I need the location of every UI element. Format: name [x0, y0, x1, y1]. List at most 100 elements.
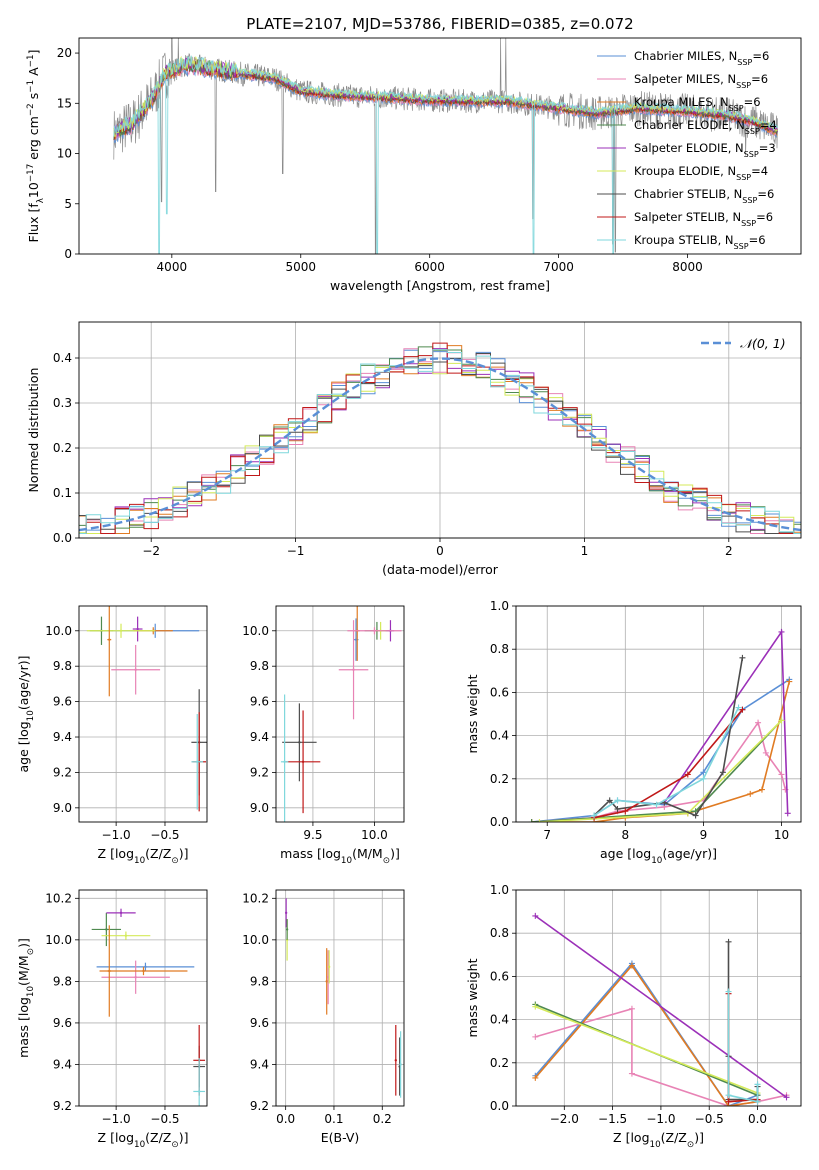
- weight-marker: [532, 1003, 539, 1010]
- x-tick-label: −0.5: [150, 828, 179, 842]
- legend-entry-2-part: =6: [744, 95, 761, 109]
- x-tick-label: 6000: [414, 260, 445, 274]
- weight-marker: [783, 1094, 790, 1101]
- x-axis-label-part: ⊙: [383, 856, 390, 866]
- y-tick-label: 5: [64, 197, 72, 211]
- y-tick-label: 10: [57, 147, 72, 161]
- weight-marker: [628, 1005, 635, 1012]
- weight-marker: [754, 1098, 761, 1105]
- weight-marker: [762, 749, 769, 756]
- data-point: [136, 627, 139, 631]
- y-tick-label: 0.8: [490, 926, 509, 940]
- legend-entry-3-part: SSP: [745, 127, 760, 136]
- x-tick-label: 2: [725, 544, 733, 558]
- x-axis-label-part: wavelength [Angstrom, rest frame]: [330, 278, 550, 293]
- model-spectrum-5: [113, 55, 778, 137]
- x-tick-label: −0.5: [695, 1112, 724, 1126]
- weight-marker: [700, 769, 707, 776]
- x-axis-label-part: )]: [179, 1130, 189, 1145]
- x-tick-label: 0.0: [276, 1112, 295, 1126]
- legend-entry-5: Kroupa ELODIE, NSSP=4: [634, 164, 768, 182]
- x-axis-label-part: 10: [341, 856, 352, 866]
- data-point: [327, 965, 331, 969]
- x-tick-label: 8000: [672, 260, 703, 274]
- observed-spectrum-line: [113, 38, 778, 254]
- weight-marker: [725, 988, 732, 995]
- y-tick-label: 20: [57, 46, 72, 60]
- weight-marker: [739, 654, 746, 661]
- weight-marker: [532, 912, 539, 919]
- y-tick-label: 0.8: [490, 642, 509, 656]
- residual-histogram-1: [79, 348, 801, 534]
- x-axis-label-part: Z [log: [98, 1130, 134, 1145]
- x-axis-label-part: 10: [134, 856, 145, 866]
- legend-entry-1-part: SSP: [736, 81, 751, 90]
- y-tick-label: 10.0: [45, 933, 72, 947]
- weight-marker: [628, 962, 635, 969]
- weight-line-2: [534, 964, 758, 1106]
- y-tick-label: 9.0: [53, 801, 72, 815]
- x-tick-label: −0.5: [150, 1112, 179, 1126]
- weight-line-7: [593, 709, 744, 819]
- x-tick-label: 10: [774, 828, 789, 842]
- y-tick-label: 9.2: [53, 765, 72, 779]
- axes-frame: [78, 889, 208, 1107]
- mass-vs-extinction-panel: 0.0 0.1 0.2 9.2 9.4 9.6 9.8 10.0 10.2 E(B-V): [242, 889, 405, 1145]
- weight-marker: [532, 1074, 539, 1081]
- figure-title: PLATE=2107, MJD=53786, FIBERID=0385, z=0…: [246, 15, 633, 33]
- y-tick-label: 9.6: [250, 1016, 269, 1030]
- weight-line-5: [535, 1005, 758, 1094]
- x-tick-label: −1.0: [646, 1112, 675, 1126]
- weight-line-8: [593, 707, 740, 817]
- data-point: [105, 928, 108, 931]
- x-tick-label: −2.0: [550, 1112, 579, 1126]
- y-tick-label: 9.2: [250, 765, 269, 779]
- weight-line-4: [534, 915, 787, 1099]
- data-point: [283, 760, 286, 764]
- y-axis-label-part: 10: [26, 986, 36, 997]
- y-axis-label-part: mass weight: [465, 958, 480, 1037]
- legend-entry-0-part: SSP: [737, 58, 752, 67]
- data-point: [124, 934, 128, 937]
- x-axis-label-part: )]: [390, 846, 400, 861]
- x-tick-label: −1.0: [102, 828, 131, 842]
- model-spectrum-8: [113, 55, 778, 254]
- weight-marker: [532, 1033, 539, 1040]
- y-axis-label-part: 10: [26, 182, 41, 198]
- x-axis-label-part: )]: [694, 1130, 704, 1145]
- data-point: [119, 629, 123, 632]
- y-axis-label-part: −17: [26, 164, 36, 182]
- y-tick-label: 9.0: [250, 801, 269, 815]
- axes-frame: [515, 889, 802, 1107]
- legend-entry-8-part: SSP: [734, 242, 749, 251]
- y-tick-label: 9.8: [250, 659, 269, 673]
- axes-frame: [275, 889, 405, 1107]
- y-tick-label: 0.4: [490, 1013, 509, 1027]
- data-point: [134, 668, 137, 671]
- plot-area: [113, 38, 778, 254]
- y-axis-label-part: ]: [26, 50, 41, 55]
- legend-entry-0-part: =6: [752, 49, 769, 63]
- y-axis-label: mass weight: [465, 958, 480, 1037]
- weight-marker: [606, 797, 613, 804]
- y-axis-label-part: (age/yr)]: [16, 655, 31, 710]
- data-point: [352, 668, 355, 671]
- legend-entry-4: Salpeter ELODIE, NSSP=3: [634, 141, 776, 159]
- y-tick-label: 0.1: [53, 486, 72, 500]
- weight-line-1: [535, 1007, 787, 1106]
- spectrum-panel: 4000 5000 6000 7000 8000 0 5 10 15 20 wavelength […: [26, 37, 802, 293]
- y-axis-label-part: Flux [f: [26, 203, 41, 243]
- legend-entry-7-part: SSP: [741, 219, 756, 228]
- weight-marker: [653, 801, 660, 808]
- x-axis-label: E(B-V): [321, 1130, 360, 1145]
- y-axis-label-part: s: [26, 93, 41, 104]
- y-tick-label: 9.6: [53, 1016, 72, 1030]
- y-axis-label-part: ⊙: [26, 948, 36, 955]
- weight-marker: [591, 812, 598, 819]
- y-tick-label: 15: [57, 96, 72, 110]
- x-axis-label-part: (Z/Z: [145, 1130, 171, 1145]
- x-tick-label: −1: [287, 544, 305, 558]
- y-axis-label-part: )]: [16, 938, 31, 948]
- residual-histogram-7: [79, 342, 801, 534]
